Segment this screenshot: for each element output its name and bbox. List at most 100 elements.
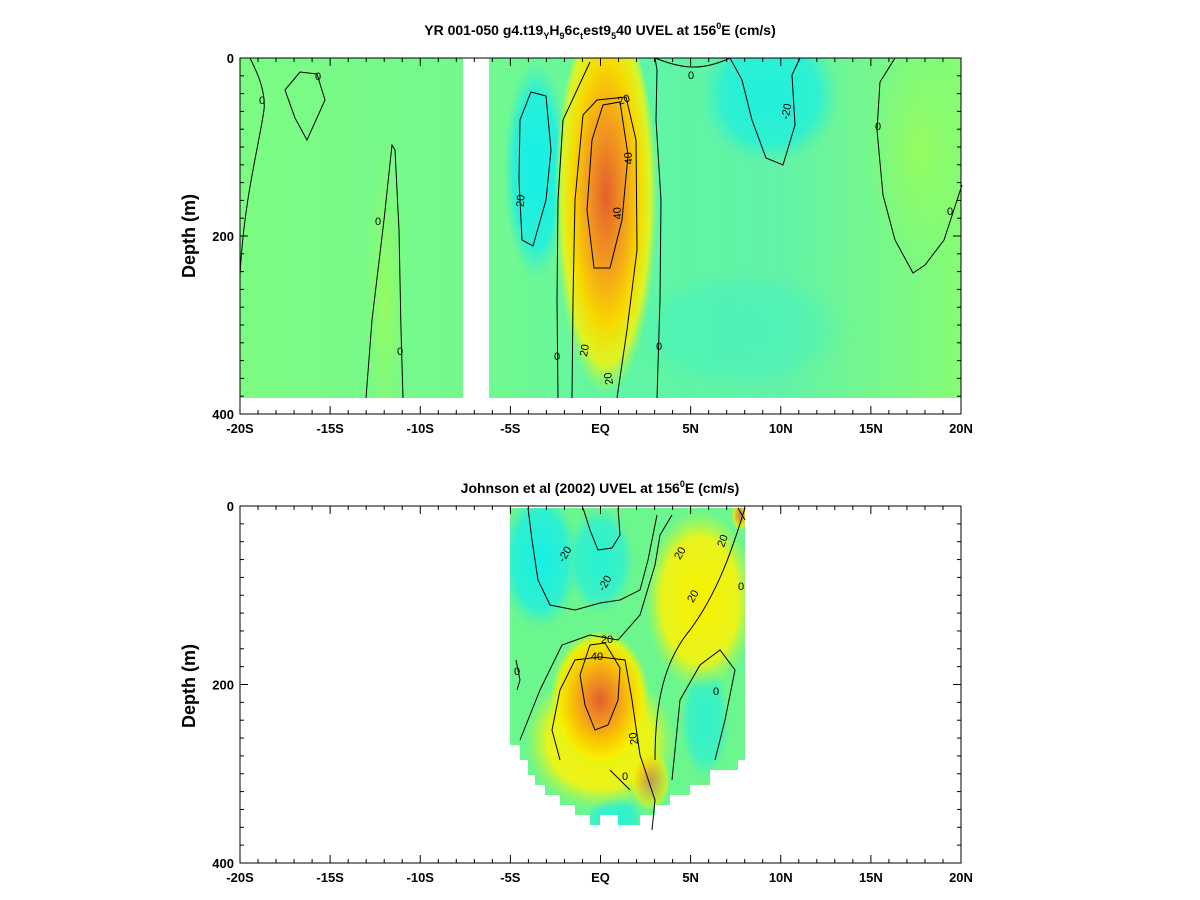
- x-tick-label: -5S: [500, 421, 521, 436]
- contour-line: [571, 96, 638, 399]
- x-tick-label: 15N: [859, 421, 883, 436]
- contour-line: [579, 642, 621, 731]
- contour-label: 0: [688, 70, 694, 82]
- panel-2-orange-east: [630, 750, 670, 810]
- contour-label: 0: [397, 346, 403, 358]
- y-tick-label: 200: [212, 678, 234, 693]
- x-tick-label: -5S: [500, 870, 521, 885]
- contour-label: 40: [623, 152, 636, 165]
- contour-label: 0: [656, 341, 662, 353]
- panel-1-cyan-deep: [630, 270, 850, 390]
- y-tick-label: 400: [212, 856, 234, 871]
- y-tick-label: 200: [212, 229, 234, 244]
- panel-1-cyan-north: [700, 58, 840, 165]
- y-tick-label: 0: [227, 499, 234, 514]
- contour-label: 0: [875, 121, 881, 133]
- panel-2-y-tick-labels: 0 200 400: [212, 499, 234, 871]
- contour-label: -20: [780, 103, 795, 121]
- contour-line: [654, 57, 731, 68]
- contour-label: 20: [685, 588, 702, 605]
- contour-label: 0: [514, 666, 520, 678]
- panel-1-data-gap: [463, 58, 489, 400]
- contour-label: 20: [715, 533, 730, 549]
- contour-label: 0: [713, 686, 719, 698]
- panel-1-ticks: [239, 57, 962, 415]
- panel-2-field: [510, 508, 745, 825]
- x-tick-label: 10N: [769, 421, 793, 436]
- contour-label: -20: [514, 194, 527, 211]
- contour-label: 40: [591, 651, 603, 663]
- x-tick-label: -15S: [316, 870, 344, 885]
- x-tick-label: -10S: [407, 870, 435, 885]
- contour-label: 0: [554, 351, 560, 363]
- panel-2-orange-top: [732, 508, 745, 530]
- contour-line: [671, 649, 736, 781]
- contour-label: 20: [601, 634, 613, 646]
- x-tick-label: EQ: [591, 421, 610, 436]
- y-tick-label: 400: [212, 407, 234, 422]
- panel-2-cyan-center: [565, 508, 635, 615]
- panel-1-field: [240, 58, 961, 400]
- contour-line: [239, 57, 265, 276]
- x-tick-label: 5N: [682, 421, 699, 436]
- contour-label: 20: [578, 343, 592, 357]
- contour-label: 20: [627, 731, 641, 745]
- contour-line: [284, 71, 326, 142]
- x-tick-label: -20S: [226, 421, 254, 436]
- contour-line: [737, 507, 746, 521]
- contour-label: 0: [259, 95, 265, 107]
- contour-label: 20: [602, 371, 616, 385]
- contour-label: 0: [622, 771, 628, 783]
- panel-2-ticks: [239, 505, 962, 864]
- panel-1-green-sw: [363, 140, 407, 400]
- x-tick-label: 15N: [859, 870, 883, 885]
- contour-label: 20: [616, 92, 632, 107]
- contour-line: [365, 143, 404, 399]
- x-tick-label: 20N: [949, 421, 973, 436]
- panel-1-cyan-south: [504, 60, 568, 280]
- contour-line: [586, 101, 629, 269]
- panel-2-yellow-ne: [645, 510, 745, 690]
- x-tick-label: -20S: [226, 870, 254, 885]
- panel-1: YR 001-050 g4.t19YH96ctest9540 UVEL at 1…: [179, 21, 973, 436]
- panel-2-cyan-west: [510, 508, 580, 630]
- panel-2-contours: [515, 507, 746, 831]
- contour-line: [582, 507, 621, 551]
- contour-line: [876, 57, 963, 274]
- panel-1-contour-labels: 0 0 0 0 0 0 0 0 -20 -20 20 20 20 40 40 0: [259, 70, 953, 386]
- contour-line: [527, 507, 658, 611]
- x-tick-label: 10N: [769, 870, 793, 885]
- contour-label: 0: [315, 71, 321, 83]
- panel-2-title: Johnson et al (2002) UVEL at 1560E (cm/s…: [461, 479, 740, 496]
- contour-line: [556, 61, 591, 399]
- contour-line: [729, 57, 801, 166]
- x-tick-label: 20N: [949, 870, 973, 885]
- panel-1-bottom-nodata: [240, 398, 961, 400]
- x-tick-label: 5N: [682, 870, 699, 885]
- panel-1-title: YR 001-050 g4.t19YH96ctest9540 UVEL at 1…: [424, 21, 775, 41]
- x-tick-label: EQ: [591, 870, 610, 885]
- contour-label: 20: [672, 545, 689, 562]
- contour-line: [609, 769, 631, 791]
- panel-1-x-tick-labels: -20S -15S -10S -5S EQ 5N 10N 15N 20N: [226, 421, 973, 436]
- panel-2: Johnson et al (2002) UVEL at 1560E (cm/s…: [179, 479, 973, 885]
- panel-1-contours: [239, 57, 963, 399]
- panel-1-green-ne: [865, 58, 961, 270]
- y-tick-label: 0: [227, 51, 234, 66]
- x-tick-label: -10S: [407, 421, 435, 436]
- contour-label: 0: [738, 581, 744, 593]
- panel-2-x-tick-labels: -20S -15S -10S -5S EQ 5N 10N 15N 20N: [226, 870, 973, 885]
- contour-line: [519, 514, 673, 741]
- contour-label: 40: [612, 207, 625, 220]
- x-tick-label: -15S: [316, 421, 344, 436]
- contour-line: [515, 659, 521, 691]
- panel-2-y-axis-label: Depth (m): [179, 644, 199, 728]
- contour-label: 0: [375, 216, 381, 228]
- contour-line: [551, 656, 656, 831]
- contour-label: 0: [947, 206, 953, 218]
- contour-line: [654, 57, 662, 399]
- panel-2-core: [550, 630, 650, 770]
- panel-1-y-axis-label: Depth (m): [179, 194, 199, 278]
- contour-line: [518, 91, 552, 247]
